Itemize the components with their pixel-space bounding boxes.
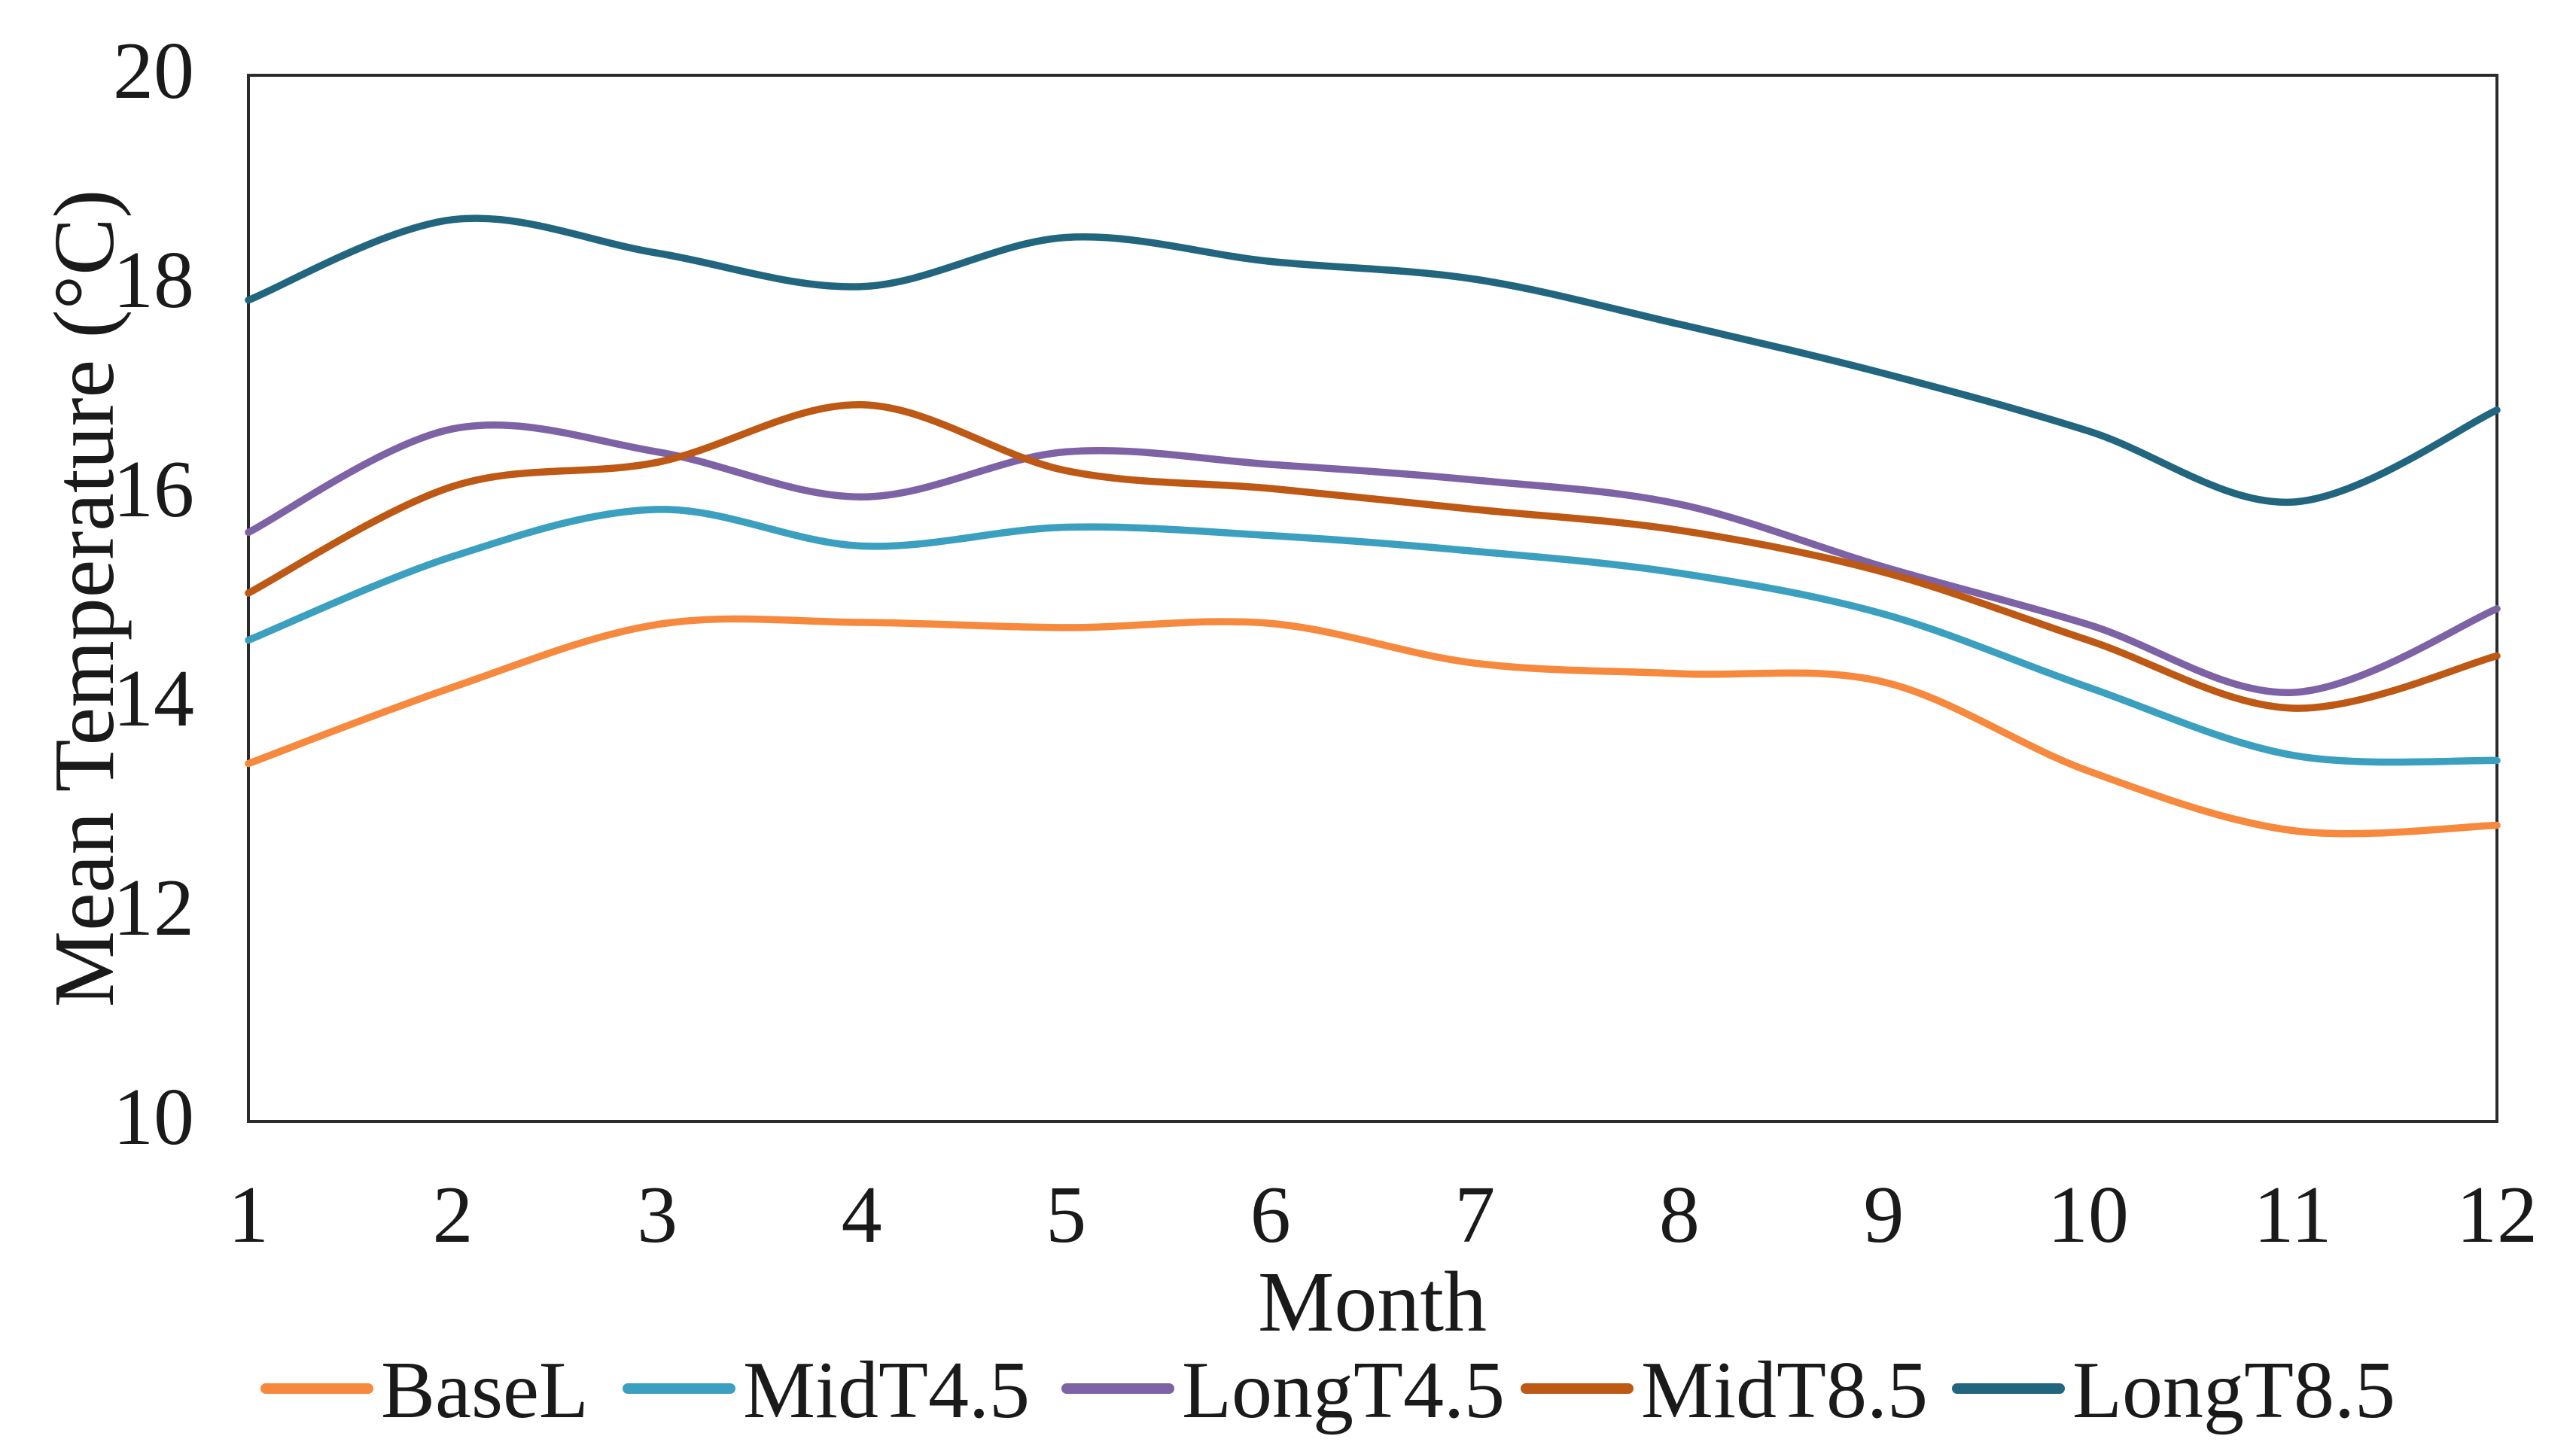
series-line-LongT4.5: [245, 421, 2501, 696]
x-tick-label-5: 5: [1046, 1170, 1086, 1260]
legend-label-BaseL: BaseL: [381, 1346, 589, 1435]
x-tick-label-4: 4: [842, 1170, 882, 1260]
legend-item-LongT8.5: LongT8.5: [1952, 1346, 2395, 1435]
y-axis-tick-labels: 10 12 14 16 18 20: [113, 26, 194, 1162]
series-lines: [245, 214, 2501, 838]
legend-swatch-MidT8.5: [1521, 1383, 1634, 1394]
x-tick-label-11: 11: [2253, 1170, 2331, 1260]
series-line-MidT4.5: [245, 506, 2501, 766]
x-tick-label-10: 10: [2048, 1170, 2129, 1260]
y-tick-label-20: 20: [113, 26, 194, 116]
y-tick-label-12: 12: [113, 863, 194, 953]
y-tick-label-16: 16: [113, 445, 194, 534]
plot-area-border: [247, 74, 2498, 1123]
legend-label-LongT8.5: LongT8.5: [2072, 1346, 2395, 1435]
series-line-BaseL: [245, 615, 2501, 838]
legend-item-MidT4.5: MidT4.5: [623, 1346, 1030, 1435]
x-axis-tick-labels: 1 2 3 4 5 6 7 8 9 10 11 12: [228, 1170, 2538, 1260]
x-tick-label-7: 7: [1454, 1170, 1495, 1260]
legend-item-BaseL: BaseL: [260, 1346, 589, 1435]
legend-swatch-BaseL: [260, 1383, 373, 1394]
x-tick-label-8: 8: [1659, 1170, 1700, 1260]
x-tick-label-2: 2: [433, 1170, 473, 1260]
y-axis-title: Mean Temperature (°C): [36, 190, 132, 1007]
y-tick-label-10: 10: [113, 1072, 194, 1162]
x-tick-label-9: 9: [1863, 1170, 1904, 1260]
series-line-LongT8.5: [245, 214, 2501, 506]
legend-label-MidT4.5: MidT4.5: [743, 1346, 1030, 1435]
y-tick-label-18: 18: [113, 236, 194, 325]
legend-swatch-LongT4.5: [1061, 1383, 1174, 1394]
x-axis-title: Month: [1258, 1254, 1487, 1349]
x-tick-label-3: 3: [637, 1170, 677, 1260]
legend-label-MidT8.5: MidT8.5: [1641, 1346, 1928, 1435]
x-tick-label-12: 12: [2456, 1170, 2538, 1260]
legend-label-LongT4.5: LongT4.5: [1182, 1346, 1505, 1435]
x-tick-label-1: 1: [228, 1170, 269, 1260]
legend-item-MidT8.5: MidT8.5: [1521, 1346, 1928, 1435]
legend-item-LongT4.5: LongT4.5: [1061, 1346, 1505, 1435]
y-tick-label-14: 14: [113, 654, 194, 744]
x-tick-label-6: 6: [1250, 1170, 1291, 1260]
legend-swatch-MidT4.5: [623, 1383, 735, 1394]
series-line-MidT8.5: [245, 401, 2501, 712]
legend: BaseL MidT4.5 LongT4.5 MidT8.5 LongT8.5: [260, 1346, 2395, 1435]
legend-swatch-LongT8.5: [1952, 1383, 2065, 1394]
